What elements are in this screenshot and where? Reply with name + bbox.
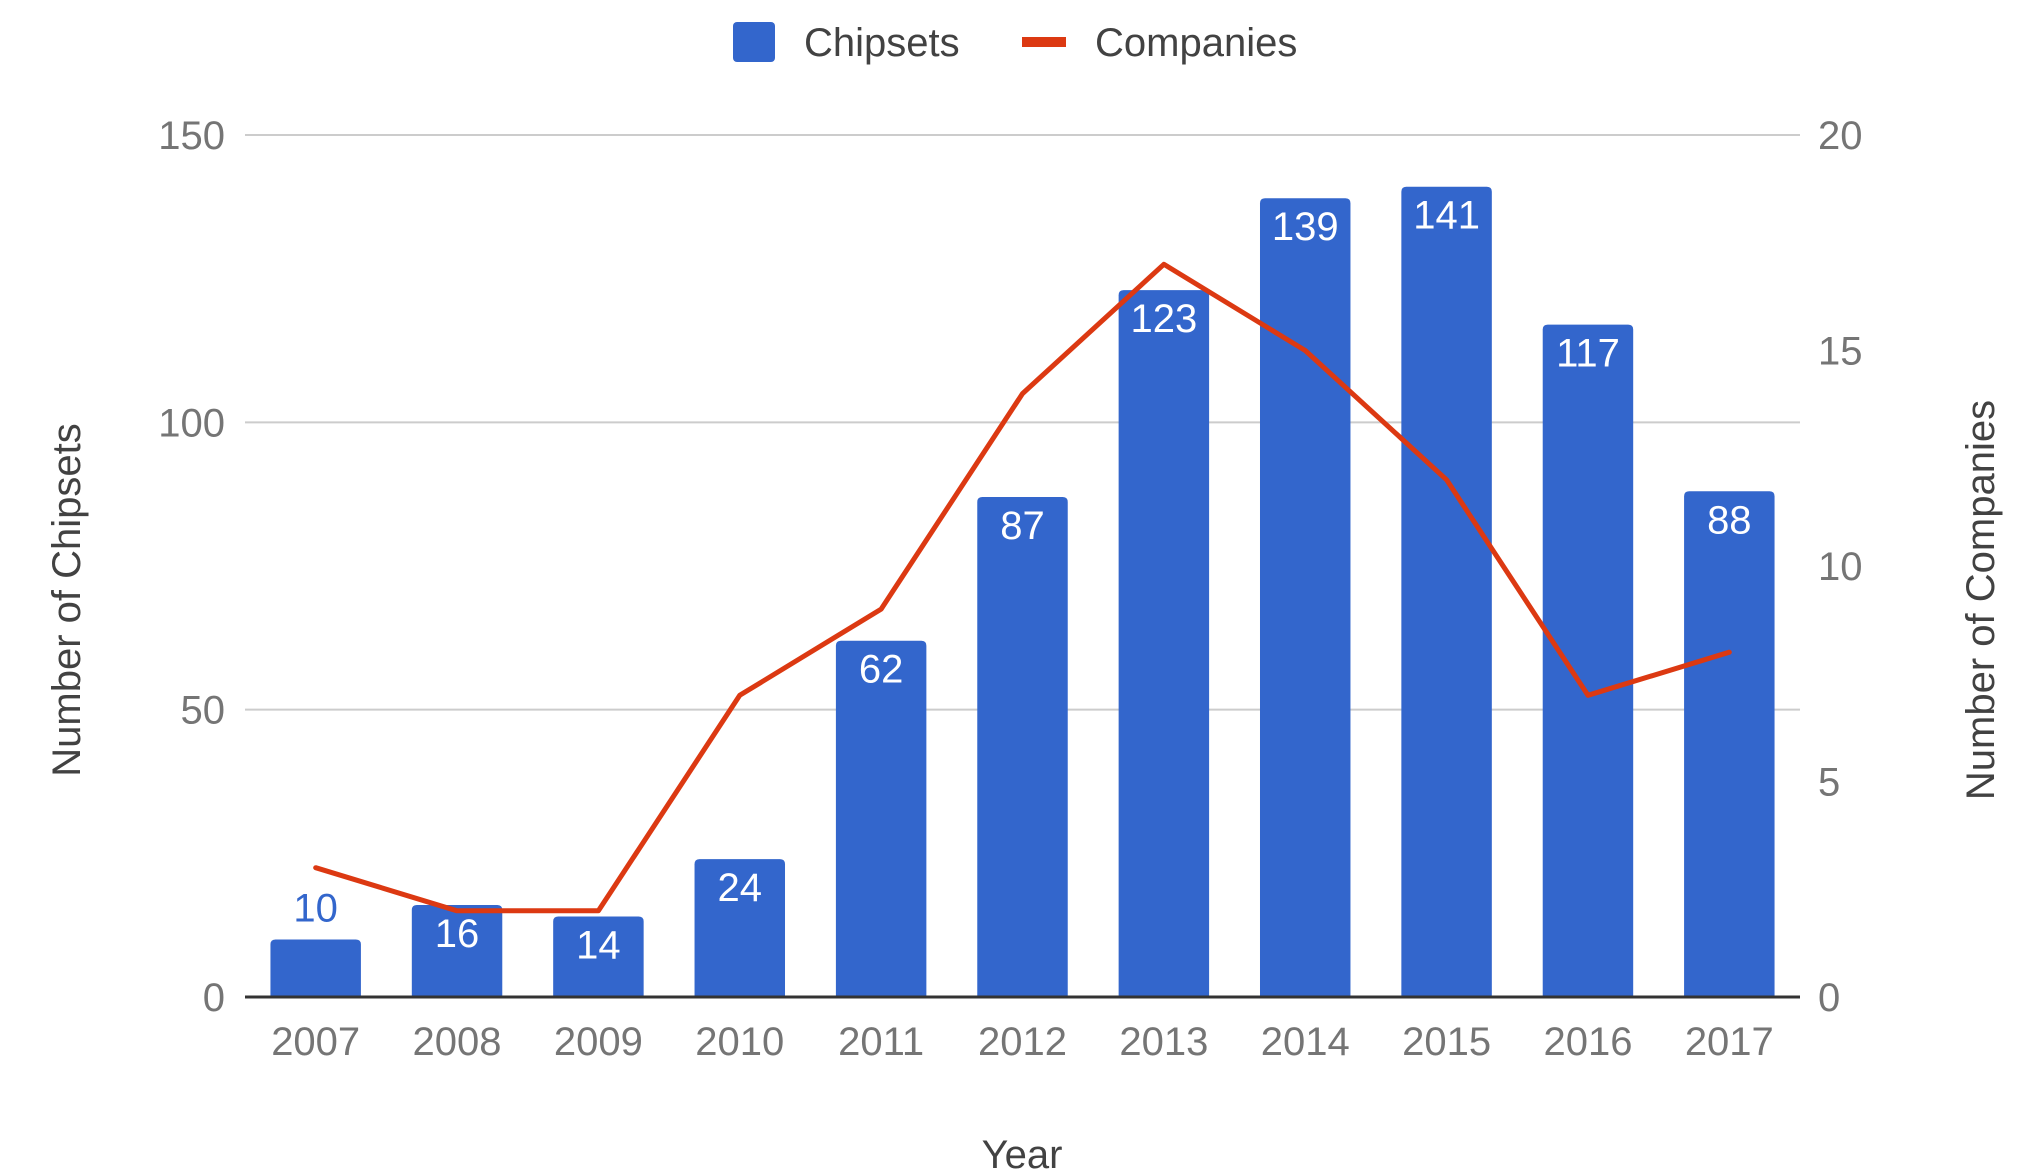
bar-data-label: 139 (1272, 205, 1339, 249)
bar-data-label: 24 (718, 866, 763, 910)
bar-data-label: 141 (1413, 194, 1480, 238)
bar-series (270, 186, 1775, 998)
bar-data-label: 123 (1130, 297, 1197, 341)
x-tick-label: 2016 (1543, 1020, 1632, 1064)
legend: Chipsets Companies (733, 21, 1297, 65)
y-tick-label: 50 (181, 689, 226, 733)
bar (553, 916, 644, 997)
bar-data-label: 62 (859, 648, 904, 692)
bar (835, 640, 927, 997)
y-tick-label: 150 (158, 114, 225, 158)
bar (1118, 290, 1210, 997)
x-tick-label: 2015 (1402, 1020, 1491, 1064)
y2-tick-label: 5 (1818, 761, 1840, 805)
x-tick-label: 2007 (271, 1020, 360, 1064)
bar-data-label: 87 (1000, 504, 1045, 548)
bar-data-label: 16 (435, 912, 480, 956)
y-tick-label: 0 (203, 976, 225, 1020)
bar-data-label: 88 (1707, 498, 1752, 542)
x-tick-label: 2011 (838, 1020, 924, 1064)
bar (411, 905, 503, 997)
y-tick-label: 100 (158, 401, 225, 445)
axes: 0 50 100 150 0 5 10 15 20 2007 2008 2009 2010 2011 201… (158, 114, 1862, 1064)
x-tick-label: 2009 (554, 1020, 643, 1064)
line-series (313, 261, 1732, 914)
bar (977, 497, 1068, 997)
x-tick-label: 2012 (978, 1020, 1067, 1064)
bar (270, 939, 361, 997)
y-axis-title: Number of Chipsets (45, 423, 89, 776)
legend-companies-swatch (1022, 37, 1066, 47)
x-tick-label: 2017 (1685, 1020, 1774, 1064)
y2-tick-label: 15 (1818, 330, 1863, 374)
y2-tick-label: 20 (1818, 114, 1863, 158)
x-tick-label: 2008 (413, 1020, 502, 1064)
y2-tick-label: 0 (1818, 976, 1840, 1020)
bar (1259, 198, 1351, 998)
bar (694, 859, 786, 997)
y2-tick-label: 10 (1818, 545, 1863, 589)
bar-data-label: 117 (1556, 332, 1620, 376)
bar (1684, 491, 1775, 997)
x-tick-label: 2013 (1119, 1020, 1208, 1064)
bar-data-label: 14 (576, 924, 621, 968)
x-axis-title: Year (982, 1133, 1063, 1172)
legend-companies-label: Companies (1095, 21, 1297, 65)
legend-chipsets-label: Chipsets (804, 21, 960, 65)
bar-data-labels: 10 16 14 24 62 87 123 139 141 117 88 (293, 194, 1751, 968)
bar (1401, 186, 1492, 998)
bar-data-label: 10 (293, 887, 338, 931)
x-tick-label: 2014 (1261, 1020, 1350, 1064)
y2-axis-title: Number of Companies (1959, 400, 2003, 800)
x-tick-label: 2010 (695, 1020, 784, 1064)
legend-chipsets-swatch (733, 22, 775, 62)
bar (1542, 324, 1634, 997)
